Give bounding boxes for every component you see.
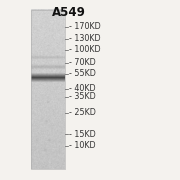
Text: - 70KD: - 70KD bbox=[69, 58, 96, 67]
Text: A549: A549 bbox=[51, 6, 85, 19]
Bar bbox=[31, 10, 65, 169]
Text: - 10KD: - 10KD bbox=[69, 141, 96, 150]
Text: - 55KD: - 55KD bbox=[69, 69, 96, 78]
Text: - 40KD: - 40KD bbox=[69, 84, 96, 93]
Text: - 25KD: - 25KD bbox=[69, 108, 96, 117]
Text: - 100KD: - 100KD bbox=[69, 45, 101, 54]
Text: - 130KD: - 130KD bbox=[69, 34, 101, 43]
Text: - 35KD: - 35KD bbox=[69, 92, 96, 101]
Text: - 15KD: - 15KD bbox=[69, 130, 96, 139]
Text: - 170KD: - 170KD bbox=[69, 22, 101, 31]
